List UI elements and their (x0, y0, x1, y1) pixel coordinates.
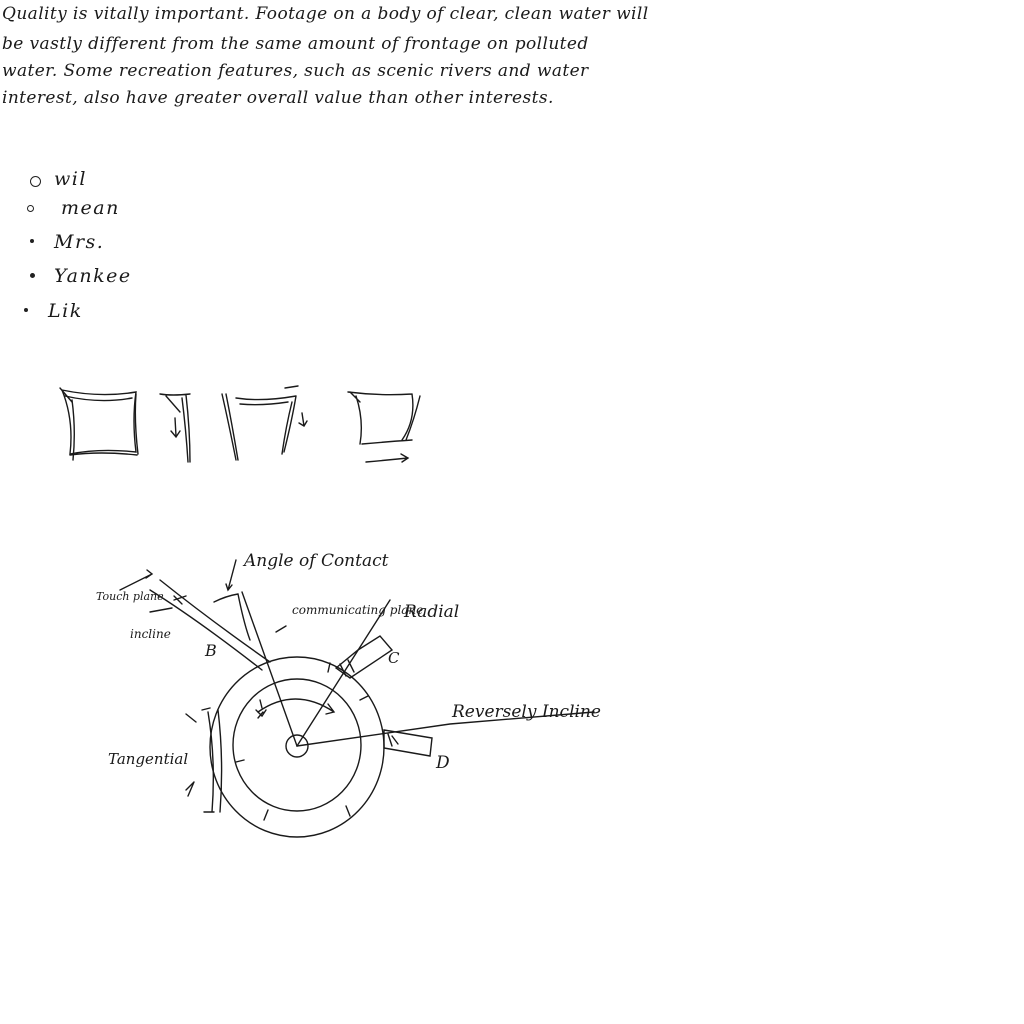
label-reversely-incline: Reversely Incline (451, 702, 601, 722)
sketch-strip (159, 393, 191, 463)
sketch-open-shape (221, 385, 308, 461)
label-communicating-plane: communicating plane (292, 603, 423, 617)
list-item-text: mean (61, 197, 120, 219)
paragraph-line: Quality is vitally important. Footage on… (2, 4, 649, 24)
list-item-text: Yankee (54, 265, 132, 287)
bullet-circle-icon (24, 308, 28, 312)
bullet-circle-icon (30, 239, 34, 243)
label-touch-plane: Touch plane (96, 590, 164, 603)
list-item-text: wil (54, 168, 87, 190)
paragraph-line: be vastly different from the same amount… (2, 34, 589, 54)
bullet-circle-icon (30, 176, 41, 187)
label-angle-of-contact: Angle of Contact (242, 551, 389, 571)
label-c: C (388, 649, 400, 667)
list-item-text: Lik (48, 300, 83, 322)
label-d: D (435, 753, 450, 773)
label-radial: Radial (403, 602, 459, 622)
paragraph-line: interest, also have greater overall valu… (2, 88, 554, 108)
outer-wheel (209, 656, 385, 838)
inner-wheel (232, 678, 362, 812)
label-incline: incline (130, 627, 171, 641)
sketch-square-arrow (347, 391, 421, 463)
hub-circle (285, 734, 309, 758)
sketch-square (59, 387, 139, 461)
bullet-circle-icon (30, 273, 35, 278)
label-b: B (204, 641, 217, 660)
bullet-circle-icon (27, 205, 34, 212)
paragraph-line: water. Some recreation features, such as… (2, 61, 589, 81)
list-item-text: Mrs. (54, 231, 105, 253)
label-tangential: Tangential (108, 750, 188, 768)
